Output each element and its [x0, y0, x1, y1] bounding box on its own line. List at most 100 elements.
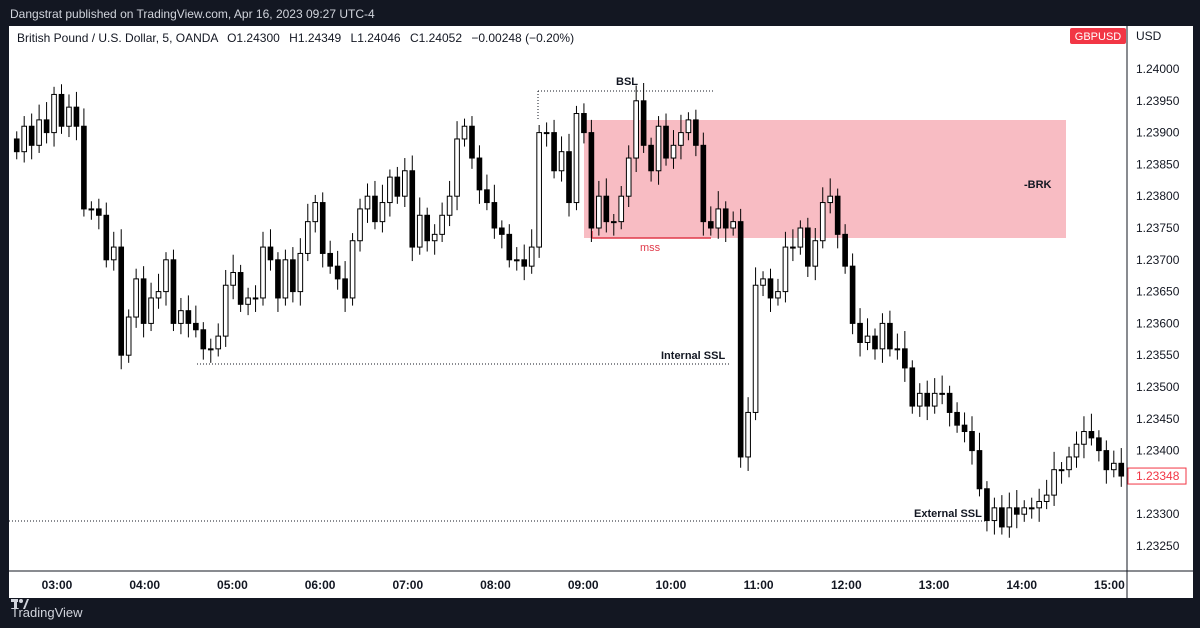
candle-down[interactable]: [342, 278, 348, 299]
candle-up[interactable]: [558, 151, 565, 172]
candle-down[interactable]: [566, 151, 572, 204]
candle-down[interactable]: [767, 278, 774, 299]
candle-down[interactable]: [118, 246, 125, 356]
candle-down[interactable]: [842, 233, 848, 267]
candle-up[interactable]: [230, 272, 236, 286]
candle-up[interactable]: [596, 195, 602, 229]
candle-up[interactable]: [797, 227, 804, 248]
candle-up[interactable]: [730, 221, 737, 229]
candle-up[interactable]: [1058, 469, 1065, 472]
candle-down[interactable]: [13, 138, 20, 153]
candle-down[interactable]: [58, 93, 65, 127]
candle-down[interactable]: [581, 113, 587, 134]
candle-up[interactable]: [110, 246, 117, 261]
candle-down[interactable]: [909, 367, 916, 407]
candle-up[interactable]: [812, 240, 819, 267]
candle-up[interactable]: [207, 348, 214, 351]
candle-down[interactable]: [484, 189, 490, 204]
candle-up[interactable]: [222, 284, 229, 337]
candle-down[interactable]: [327, 252, 333, 267]
candle-down[interactable]: [834, 195, 841, 235]
candle-down[interactable]: [28, 125, 35, 146]
candle-down[interactable]: [43, 119, 50, 134]
candle-up[interactable]: [364, 195, 371, 210]
candle-up[interactable]: [655, 125, 662, 172]
candle-down[interactable]: [334, 265, 341, 280]
candle-down[interactable]: [267, 246, 274, 261]
candle-up[interactable]: [148, 297, 154, 324]
candlestick-chart[interactable]: BSL -BRK mss Internal SSL External SSL B…: [9, 26, 1193, 598]
candle-up[interactable]: [894, 348, 901, 351]
candle-up[interactable]: [1110, 462, 1117, 471]
candle-up[interactable]: [1073, 443, 1080, 458]
candle-up[interactable]: [461, 125, 468, 140]
candle-up[interactable]: [1036, 500, 1042, 509]
candle-up[interactable]: [431, 233, 438, 242]
candle-down[interactable]: [394, 176, 401, 197]
candle-up[interactable]: [939, 392, 945, 395]
candle-up[interactable]: [304, 221, 311, 254]
candle-up[interactable]: [1066, 456, 1072, 471]
candle-up[interactable]: [670, 144, 677, 159]
candle-down[interactable]: [693, 119, 699, 146]
candle-up[interactable]: [155, 291, 162, 299]
candle-up[interactable]: [1021, 507, 1028, 515]
candle-down[interactable]: [1096, 437, 1102, 452]
candle-up[interactable]: [775, 291, 781, 299]
candle-up[interactable]: [879, 322, 886, 350]
candle-down[interactable]: [648, 144, 654, 172]
candle-down[interactable]: [409, 170, 416, 248]
candle-down[interactable]: [491, 202, 498, 229]
candle-down[interactable]: [969, 431, 975, 452]
candle-up[interactable]: [1081, 431, 1087, 445]
candle-down[interactable]: [722, 208, 729, 229]
candle-up[interactable]: [1043, 494, 1050, 502]
candle-up[interactable]: [21, 125, 28, 153]
candle-up[interactable]: [610, 221, 617, 224]
candle-down[interactable]: [237, 272, 244, 305]
candle-down[interactable]: [857, 322, 863, 343]
candle-down[interactable]: [700, 144, 707, 223]
candle-down[interactable]: [640, 100, 647, 146]
candle-up[interactable]: [178, 310, 184, 324]
candle-down[interactable]: [976, 450, 983, 490]
candle-up[interactable]: [543, 132, 550, 135]
candle-down[interactable]: [984, 488, 990, 522]
candle-up[interactable]: [1051, 469, 1057, 496]
candle-up[interactable]: [685, 119, 692, 134]
chart-panel[interactable]: BSL -BRK mss Internal SSL External SSL B…: [9, 26, 1193, 598]
candle-down[interactable]: [707, 221, 714, 229]
candle-down[interactable]: [1118, 462, 1125, 477]
candle-up[interactable]: [916, 392, 923, 407]
candle-down[interactable]: [805, 227, 811, 267]
candle-down[interactable]: [999, 507, 1005, 528]
candle-up[interactable]: [752, 284, 759, 413]
candle-down[interactable]: [319, 202, 326, 254]
candle-up[interactable]: [439, 214, 445, 235]
candle-down[interactable]: [476, 157, 483, 191]
candle-up[interactable]: [297, 252, 304, 293]
candle-up[interactable]: [618, 195, 625, 223]
candle-up[interactable]: [416, 214, 423, 248]
candle-down[interactable]: [887, 322, 893, 350]
candle-up[interactable]: [991, 507, 998, 522]
candle-down[interactable]: [170, 259, 177, 324]
candle-up[interactable]: [312, 202, 319, 223]
candle-up[interactable]: [125, 316, 132, 356]
candle-up[interactable]: [790, 246, 796, 249]
candle-down[interactable]: [521, 259, 528, 267]
candle-up[interactable]: [51, 93, 57, 134]
candle-up[interactable]: [745, 411, 751, 458]
candle-up[interactable]: [931, 392, 938, 407]
candle-down[interactable]: [946, 392, 953, 413]
candle-up[interactable]: [454, 138, 460, 197]
candle-up[interactable]: [1028, 507, 1035, 510]
candle-up[interactable]: [401, 170, 408, 197]
candle-down[interactable]: [275, 259, 281, 299]
candle-up[interactable]: [88, 208, 95, 211]
candle-down[interactable]: [499, 227, 505, 235]
candle-down[interactable]: [849, 265, 856, 324]
candle-up[interactable]: [633, 100, 639, 159]
candle-up[interactable]: [536, 132, 542, 248]
candle-up[interactable]: [36, 119, 42, 146]
